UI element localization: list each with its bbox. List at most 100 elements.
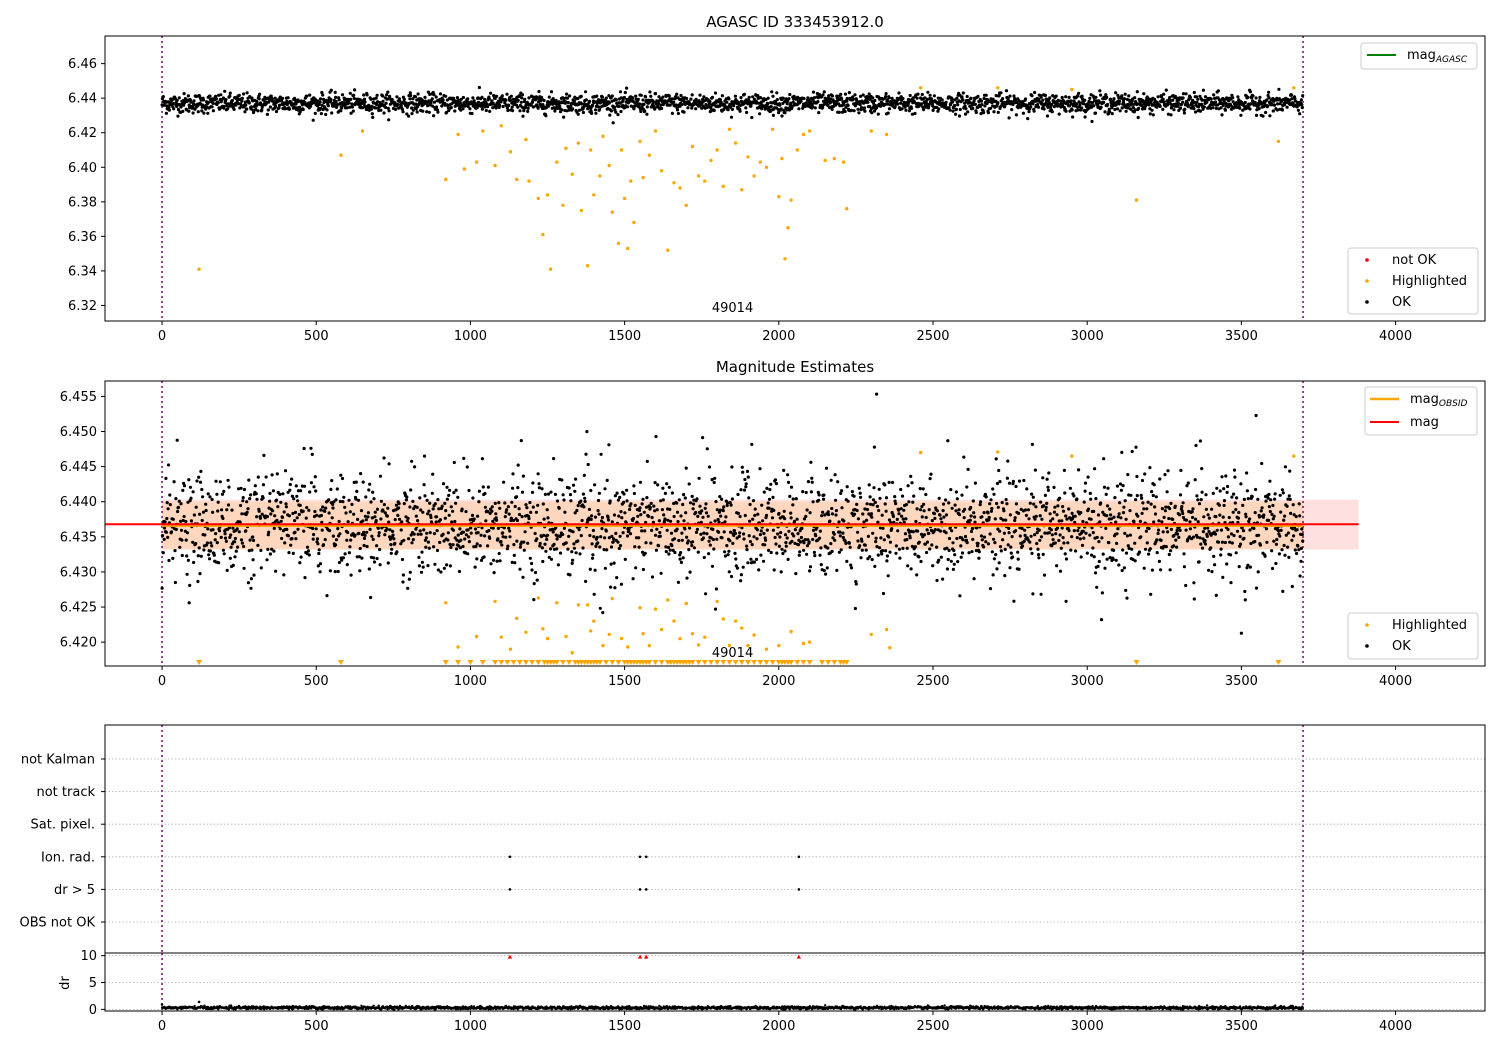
ok-point [1098,89,1102,93]
ok-point [739,573,744,577]
ok-point [192,103,196,107]
ok-point [746,475,750,479]
ok-point [1275,108,1279,112]
ok-point [459,97,463,101]
ok-point [976,94,980,98]
ok-point [1028,501,1032,505]
ok-point [617,514,621,518]
ok-point [961,98,965,102]
ok-point [207,557,212,561]
highlighted-point [632,220,636,225]
ok-point [772,508,776,512]
panel-agasc-y-axis: 6.326.346.366.386.406.426.446.46 [68,57,105,314]
ok-point [761,559,766,563]
ok-point [884,496,889,500]
ok-point [1013,518,1017,523]
ok-point [964,107,968,111]
ok-point [1047,471,1051,475]
ok-point [361,480,365,484]
ok-point [1022,478,1026,483]
ok-point [702,531,706,535]
ok-point [884,509,888,513]
ok-point [912,494,916,498]
ok-point [236,545,240,549]
ok-point [810,480,814,484]
ok-point [311,526,315,531]
ok-point [773,535,777,540]
ok-point [840,110,845,114]
ok-point [387,118,391,122]
panel-agasc-legend-lower: not OK Highlighted OK [1347,247,1479,315]
ok-point [686,539,690,543]
ok-point [408,505,412,509]
ok-point [1110,112,1114,116]
ok-point [1048,512,1052,516]
ok-point [311,537,315,541]
ok-point [727,549,731,553]
ok-point [426,540,430,544]
ok-point [893,105,897,109]
ok-point [804,514,808,519]
ok-point [422,483,426,487]
ok-point [940,520,944,525]
ok-point [402,502,406,506]
ok-point [173,580,177,585]
ok-point [679,551,683,555]
ok-point [295,516,299,520]
ok-point [1033,468,1037,472]
ok-point [656,101,661,106]
ok-point [560,108,564,112]
ok-point [294,537,298,541]
highlighted-point [555,160,559,164]
ok-point [400,520,404,524]
ok-point [973,515,977,519]
ok-point [555,547,559,551]
ok-point [271,509,275,513]
ok-point [391,529,395,534]
ok-point [590,542,594,546]
ok-point [834,103,838,107]
ok-point [722,505,726,509]
ok-point [240,512,244,516]
ok-point [1039,500,1043,504]
ok-point [471,96,475,100]
ok-point [1083,481,1088,485]
ok-point [622,95,627,100]
ok-point [678,104,682,108]
ok-point [741,565,745,569]
ok-point [1092,509,1096,513]
ok-point [1267,90,1271,94]
ok-point [1007,526,1011,531]
ok-point [302,446,306,451]
highlighted-point [601,134,605,138]
ok-point [897,547,902,551]
ok-point [274,109,279,114]
ok-point [1084,531,1088,535]
ok-point [442,566,446,570]
ok-point [744,482,748,486]
ok-point [771,495,775,499]
ok-point [195,479,199,483]
ok-point [435,515,439,519]
ok-point [950,529,954,533]
ok-point [1265,98,1269,102]
ok-point [1108,507,1112,511]
ok-point [908,93,912,98]
ok-point [744,106,748,110]
ok-point [549,490,553,494]
ok-point [860,539,864,543]
ok-point [951,567,956,572]
ok-point [768,488,772,492]
ok-point [826,546,830,550]
ok-point [756,94,760,98]
ok-point [479,533,483,537]
ok-point [890,527,894,531]
ok-point [813,554,817,558]
ok-point [296,499,300,503]
highlighted-point [996,86,1000,90]
ok-point [1124,109,1128,113]
ok-point [1011,479,1016,483]
ok-point [169,530,174,534]
ok-point [779,107,783,111]
ok-point [378,474,383,478]
